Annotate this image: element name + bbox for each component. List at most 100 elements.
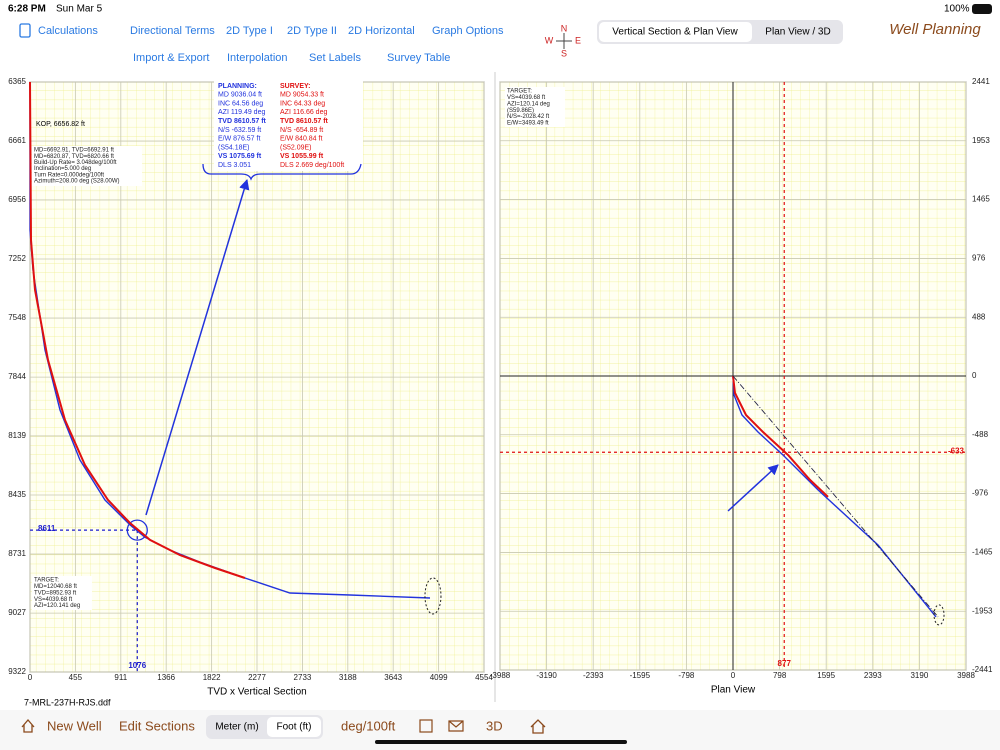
compass-w: W [545, 35, 554, 45]
well-path [732, 375, 937, 618]
status-time: 6:28 PM [8, 4, 46, 15]
y-tick-label: 7844 [8, 372, 26, 381]
y-tick-label: -488 [972, 430, 989, 439]
y-tick-label: -976 [972, 489, 989, 498]
info-box [214, 79, 363, 171]
unit-button[interactable]: Foot (ft) [276, 722, 311, 733]
info-line: (S59.86E) [507, 108, 534, 114]
info-line: SURVEY: [280, 83, 310, 90]
target-marker [424, 577, 442, 615]
new-well-icon[interactable] [21, 719, 35, 733]
x-tick-label: 3188 [339, 673, 357, 682]
kop-label: KOP, 6656.82 ft [36, 121, 85, 128]
view-3d-button[interactable]: 3D [486, 718, 503, 733]
x-tick-label: 2277 [248, 673, 266, 682]
mail-icon[interactable] [448, 720, 464, 732]
x-tick-label: 0 [731, 671, 736, 680]
y-tick-label: 6661 [8, 136, 26, 145]
info-line: VS 1075.69 ft [218, 153, 262, 160]
toolbar-button[interactable]: Calculations [38, 25, 98, 37]
x-tick-label: -2393 [583, 671, 604, 680]
tab-selected[interactable] [599, 22, 752, 42]
info-line: TARGET: [34, 578, 59, 584]
x-tick-label: 3643 [384, 673, 402, 682]
app-title: Well Planning [889, 21, 981, 38]
y-tick-label: 1465 [972, 195, 990, 204]
x-tick-label: 4554 [475, 673, 493, 682]
calc-icon[interactable] [19, 23, 31, 38]
x-axis-title: TVD x Vertical Section [207, 687, 306, 698]
toolbar-button[interactable]: Interpolation [227, 52, 288, 64]
print-icon[interactable] [419, 719, 433, 733]
toolbar-button[interactable]: Import & Export [133, 52, 209, 64]
x-tick-label: 1595 [817, 671, 835, 680]
info-line: AZI=120.14 deg [507, 101, 550, 107]
well-path [29, 81, 246, 579]
home-icon[interactable] [530, 719, 546, 734]
info-line: N/S -654.89 ft [280, 127, 323, 134]
info-line: DLS 2.669 deg/100ft [280, 162, 344, 169]
crosshair-marker [126, 519, 148, 541]
brace [202, 163, 362, 181]
dls-unit-button[interactable]: deg/100ft [341, 718, 396, 733]
crosshair-x-label: 877 [778, 659, 792, 668]
battery-icon [972, 4, 992, 14]
x-tick-label: 3988 [957, 671, 975, 680]
info-line: TVD 8610.57 ft [218, 118, 267, 125]
y-tick-label: 6365 [8, 77, 26, 86]
new-well-button[interactable]: New Well [47, 718, 102, 733]
x-tick-label: 2393 [864, 671, 882, 680]
toolbar-button[interactable]: 2D Type I [226, 25, 273, 37]
tab[interactable]: Vertical Section & Plan View [612, 27, 738, 38]
info-line: (S52.09E) [280, 144, 312, 151]
info-line: MD 9054.33 ft [280, 92, 324, 99]
y-tick-label: -2441 [972, 665, 993, 674]
status-battery: 100% [944, 4, 970, 15]
x-tick-label: 1366 [157, 673, 175, 682]
info-line: VS=4039.68 ft [507, 95, 546, 101]
toolbar-button[interactable]: 2D Type II [287, 25, 337, 37]
toolbar-button[interactable]: Directional Terms [130, 25, 215, 37]
info-line: E/W 840.84 ft [280, 136, 322, 143]
x-tick-label: 1822 [203, 673, 221, 682]
x-tick-label: -798 [678, 671, 695, 680]
info-box [32, 576, 92, 610]
y-tick-label: 1953 [972, 136, 990, 145]
info-line: Azimuth=208.00 deg (S28.00W) [34, 179, 120, 185]
toolbar-button[interactable]: Set Labels [309, 52, 361, 64]
info-line: MD=6820.87, TVD=6820.66 ft [34, 154, 114, 160]
arrow [145, 178, 250, 516]
arrow [727, 464, 779, 512]
y-tick-label: 6956 [8, 195, 26, 204]
home-indicator [375, 740, 627, 744]
y-tick-label: 9322 [8, 667, 26, 676]
y-tick-label: 7252 [8, 254, 26, 263]
unit-selected[interactable] [267, 717, 321, 737]
info-line: Turn Rate=0.000deg/100ft [34, 172, 104, 178]
x-axis-title: Plan View [711, 685, 756, 696]
x-tick-label: 3190 [910, 671, 928, 680]
compass-s: S [561, 48, 567, 58]
y-tick-label: -1953 [972, 606, 993, 615]
toolbar-button[interactable]: Graph Options [432, 25, 504, 37]
target-marker [933, 604, 945, 626]
unit-button[interactable]: Meter (m) [215, 722, 258, 733]
edit-sections-button[interactable]: Edit Sections [119, 718, 195, 733]
well-path [732, 375, 939, 618]
x-tick-label: 911 [114, 673, 127, 682]
y-tick-label: 8435 [8, 490, 26, 499]
info-line: (S54.18E) [218, 144, 250, 151]
info-line: N/S -632.59 ft [218, 127, 261, 134]
y-tick-label: 9027 [8, 608, 26, 617]
toolbar-button[interactable]: 2D Horizontal [348, 25, 415, 37]
toolbar-button[interactable]: Survey Table [387, 52, 450, 64]
status-date: Sun Mar 5 [56, 4, 103, 15]
info-line: AZI 119.49 deg [218, 109, 265, 116]
crosshair-x-label: 1076 [128, 661, 146, 670]
info-line: MD=12040.68 ft [34, 584, 77, 590]
info-line: MD=6692.91, TVD=6692.91 ft [34, 148, 114, 154]
tab[interactable]: Plan View / 3D [765, 27, 830, 38]
y-tick-label: 488 [972, 312, 986, 321]
